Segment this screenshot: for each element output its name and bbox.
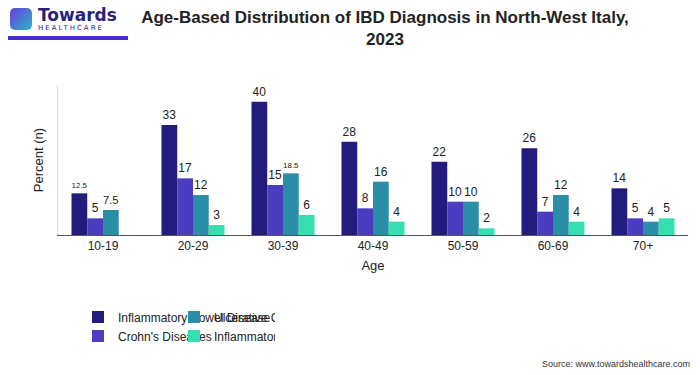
svg-text:5: 5 [632,201,639,215]
svg-text:40: 40 [253,85,267,99]
svg-text:Percent (n): Percent (n) [31,128,46,192]
svg-text:14: 14 [613,171,627,185]
svg-text:12.5: 12.5 [72,181,88,190]
svg-text:Inflammatory Bowel Disease: Inflammatory Bowel Disease [118,310,271,325]
svg-text:16: 16 [374,165,388,179]
svg-text:5: 5 [92,201,99,215]
svg-text:30-39: 30-39 [268,239,299,253]
svg-text:40-49: 40-49 [358,239,389,253]
svg-text:20-29: 20-29 [178,239,209,253]
svg-text:10: 10 [448,185,462,199]
html-text:HEALTHCARE: HEALTHCARE [38,24,104,32]
svg-text:4: 4 [573,205,580,219]
svg-text:3: 3 [213,208,220,222]
svg-text:12: 12 [194,178,208,192]
svg-text:22: 22 [433,145,447,159]
svg-text:18.5: 18.5 [283,161,299,170]
svg-text:10: 10 [464,185,478,199]
svg-text:50-59: 50-59 [448,239,479,253]
svg-text:17: 17 [178,161,192,175]
svg-text:10-19: 10-19 [88,239,119,253]
svg-text:Ulcerative Colitis: Ulcerative Colitis [214,311,275,325]
html-text:Source: www.towardshealthcare.: Source: www.towardshealthcare.com [541,359,690,369]
svg-text:4: 4 [393,205,400,219]
svg-text:Age-Based Distribution of IBD: Age-Based Distribution of IBD Diagnosis … [141,8,629,49]
svg-text:28: 28 [343,125,357,139]
svg-text:7.5: 7.5 [103,194,118,206]
svg-text:70+: 70+ [633,239,653,253]
svg-text:Crohn's Diseases: Crohn's Diseases [118,330,212,344]
svg-text:Inflammatory Bowel Disease Unc: Inflammatory Bowel Disease Unclassified [214,330,275,344]
svg-text:7: 7 [542,195,549,209]
svg-text:26: 26 [523,131,537,145]
svg-text:5: 5 [663,201,670,215]
svg-text:6: 6 [303,198,310,212]
svg-text:12: 12 [554,178,568,192]
svg-text:4: 4 [647,205,654,219]
svg-text:33: 33 [163,108,177,122]
svg-text:2: 2 [483,211,490,225]
svg-text:15: 15 [268,168,282,182]
svg-text:Age: Age [361,258,384,273]
svg-text:60-69: 60-69 [538,239,569,253]
svg-text:8: 8 [362,191,369,205]
html-text:Towards: Towards [38,5,117,25]
